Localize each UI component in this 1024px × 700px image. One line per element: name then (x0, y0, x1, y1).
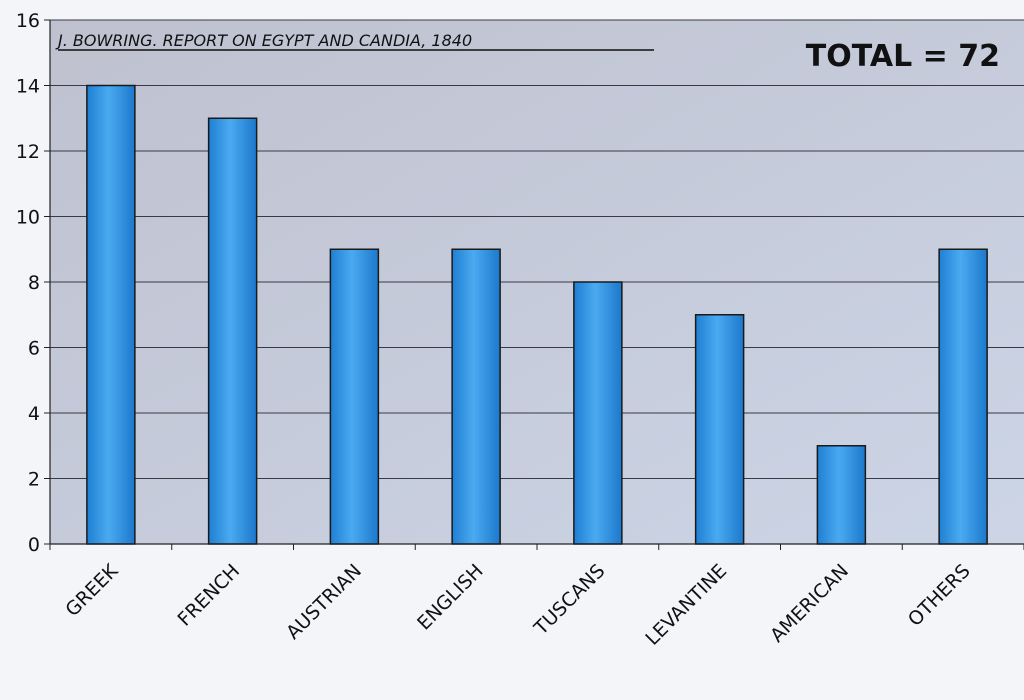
bar-tuscans (573, 281, 623, 545)
bar-english (451, 248, 501, 545)
total-annotation: TOTAL = 72 (806, 39, 1000, 74)
y-tick-label: 12 (16, 141, 40, 163)
x-category-label: AMERICAN (766, 560, 853, 647)
y-tick-label: 0 (28, 534, 40, 556)
y-tick-label: 10 (16, 207, 40, 229)
y-tick-label: 14 (16, 76, 40, 98)
x-category-label: AUSTRIAN (282, 560, 366, 644)
x-category-label: TUSCANS (529, 560, 609, 640)
y-tick-label: 8 (28, 272, 40, 294)
x-category-label: LEVANTINE (641, 560, 731, 650)
y-tick-label: 6 (28, 338, 40, 360)
bar-american (816, 445, 867, 545)
x-category-label: FRENCH (174, 560, 245, 631)
y-tick-label: 16 (16, 10, 40, 32)
bar-levantine (694, 314, 745, 545)
bar-french (207, 117, 258, 545)
chart-title: J. BOWRING. REPORT ON EGYPT AND CANDIA, … (55, 31, 472, 50)
y-tick-label: 4 (28, 403, 40, 425)
bar-austrian (329, 248, 380, 545)
bar-greek (86, 84, 136, 545)
x-category-label: GREEK (61, 560, 122, 621)
y-tick-label: 2 (28, 469, 40, 491)
bar-others (938, 248, 988, 545)
x-category-label: OTHERS (904, 560, 975, 631)
x-category-label: ENGLISH (413, 560, 488, 635)
